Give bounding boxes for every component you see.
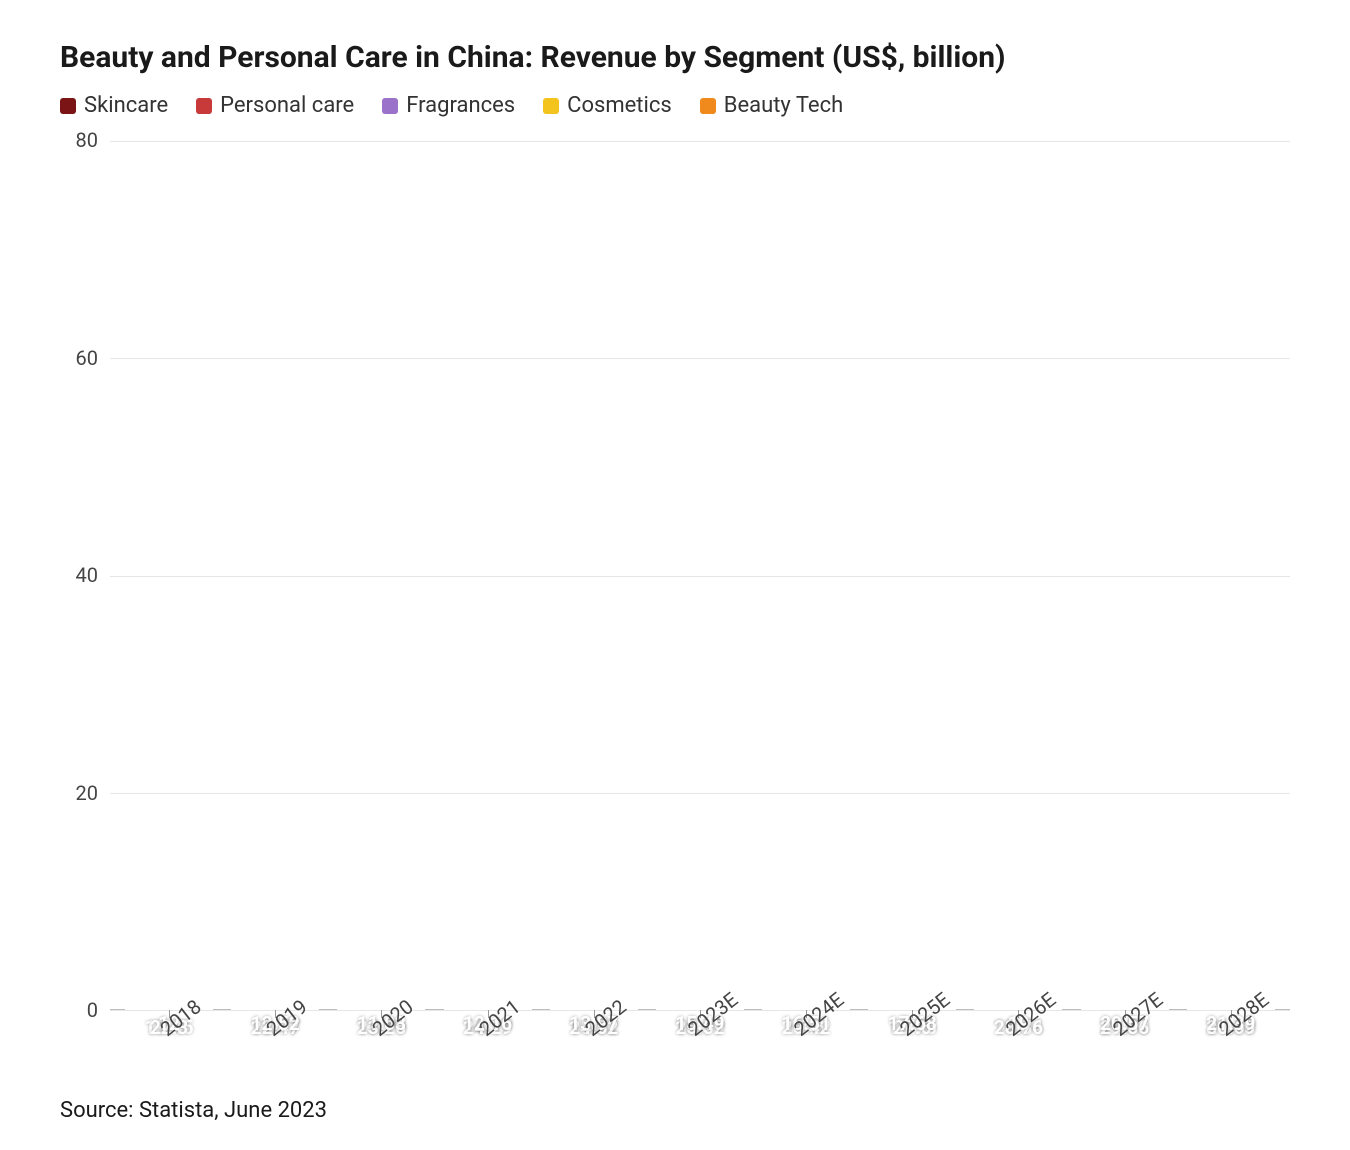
bar-segment-beauty_tech (444, 1002, 532, 1004)
x-tick: 2027E (1081, 1010, 1169, 1080)
y-tick: 80 (76, 128, 98, 152)
legend-label: Fragrances (406, 93, 515, 118)
source-text: Source: Statista, June 2023 (60, 1098, 1290, 1123)
legend-swatch (196, 98, 212, 114)
bars: 13.4522.31213.7722.4712.5213.7923.2611.0… (110, 141, 1290, 1010)
legend-swatch (543, 98, 559, 114)
bar-segment-beauty_tech (231, 1002, 319, 1004)
x-axis: 2018 2019 2020 2021 2022 2023E 2024E 2025E 2026E… (110, 1010, 1290, 1080)
legend-item-cosmetics: Cosmetics (543, 93, 672, 118)
plot-area: 13.4522.31213.7722.4712.5213.7923.2611.0… (110, 140, 1290, 1010)
chart-container: Beauty and Personal Care in China: Reven… (0, 0, 1350, 1150)
legend-swatch (700, 98, 716, 114)
legend-swatch (382, 98, 398, 114)
y-tick: 0 (87, 998, 98, 1022)
y-tick: 40 (76, 563, 98, 587)
legend-label: Skincare (84, 93, 168, 118)
bar-segment-beauty_tech (337, 1002, 425, 1004)
x-tick: 2028E (1187, 1010, 1275, 1080)
chart-area: 020406080 13.4522.31213.7722.4712.5213.7… (60, 140, 1290, 1010)
chart-title: Beauty and Personal Care in China: Reven… (60, 40, 1290, 75)
x-tick: 2021 (444, 1010, 532, 1080)
legend-label: Beauty Tech (724, 93, 843, 118)
x-tick: 2026E (974, 1010, 1062, 1080)
legend-item-skincare: Skincare (60, 93, 168, 118)
legend-label: Personal care (220, 93, 354, 118)
legend-item-fragrances: Fragrances (382, 93, 515, 118)
legend-item-beauty_tech: Beauty Tech (700, 93, 843, 118)
legend: Skincare Personal care Fragrances Cosmetics… (60, 93, 1290, 118)
legend-item-personal_care: Personal care (196, 93, 354, 118)
x-tick: 2024E (762, 1010, 850, 1080)
x-tick: 2020 (337, 1010, 425, 1080)
legend-label: Cosmetics (567, 93, 672, 118)
y-tick: 20 (76, 781, 98, 805)
legend-swatch (60, 98, 76, 114)
x-tick: 2023E (656, 1010, 744, 1080)
bar-segment-beauty_tech (125, 1002, 213, 1004)
x-tick: 2025E (868, 1010, 956, 1080)
x-tick: 2022 (550, 1010, 638, 1080)
y-axis: 020406080 (60, 140, 110, 1010)
y-tick: 60 (76, 346, 98, 370)
x-tick: 2018 (125, 1010, 213, 1080)
x-tick: 2019 (231, 1010, 319, 1080)
bar-segment-beauty_tech (550, 1002, 638, 1004)
